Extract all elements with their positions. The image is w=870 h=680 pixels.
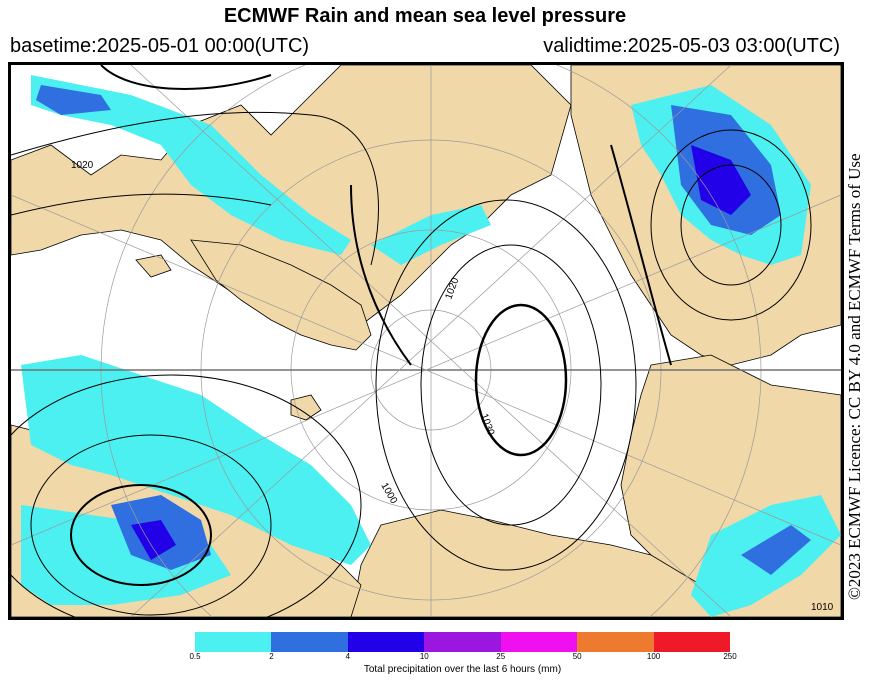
map-canvas: 1020 1020 1030 1000 1010 <box>11 65 841 617</box>
legend-tick: 25 <box>496 652 506 661</box>
validtime-label: validtime:2025-05-03 03:00(UTC) <box>543 35 840 57</box>
precip-legend-bar <box>195 632 730 652</box>
legend-tick: 2 <box>269 652 274 661</box>
basetime-label: basetime:2025-05-01 00:00(UTC) <box>10 35 310 57</box>
legend-tick: 10 <box>419 652 429 661</box>
legend-swatch <box>347 632 425 652</box>
land-svalbard <box>290 394 322 421</box>
precip-light <box>31 75 351 255</box>
precip-heavy <box>691 145 751 215</box>
isobar-low-east <box>680 164 782 286</box>
land-greenland <box>190 239 372 351</box>
land-island-small <box>135 254 172 278</box>
map-panel: 1020 1020 1030 1000 1010 <box>8 62 844 620</box>
isobar-label: 1030 <box>478 412 496 437</box>
legend-swatch <box>653 632 730 652</box>
legend-swatch <box>577 632 654 652</box>
precip-moderate <box>741 525 811 575</box>
legend-swatch <box>195 632 272 652</box>
graticule-layer <box>11 65 841 617</box>
legend-ticks: 0.5 2 4 10 25 50 100 250 <box>189 652 736 664</box>
legend-title: Total precipitation over the last 6 hour… <box>363 664 562 675</box>
legend-tick: 0.5 <box>189 652 201 661</box>
precip-light <box>21 355 371 565</box>
precip-light <box>21 505 231 605</box>
legend-tick: 100 <box>646 652 661 661</box>
isobar-layer <box>11 65 812 617</box>
legend-swatch <box>271 632 348 652</box>
precip-layer <box>21 75 841 617</box>
licence-text: ©2023 ECMWF Licence: CC BY 4.0 and ECMWF… <box>845 153 864 600</box>
legend-swatch <box>424 632 501 652</box>
chart-title: ECMWF Rain and mean sea level pressure <box>223 5 627 27</box>
legend-tick: 4 <box>345 652 351 661</box>
legend-swatch <box>500 632 578 652</box>
isobar-low-west <box>70 484 212 586</box>
legend-tick: 50 <box>572 652 582 661</box>
legend-tick: 250 <box>723 652 737 661</box>
isobar-label: 1020 <box>443 276 461 301</box>
isobar-label: 1020 <box>71 160 94 171</box>
isobar-high-center <box>474 303 568 457</box>
isobar-label: 1010 <box>811 602 834 613</box>
precip-moderate <box>36 85 111 115</box>
